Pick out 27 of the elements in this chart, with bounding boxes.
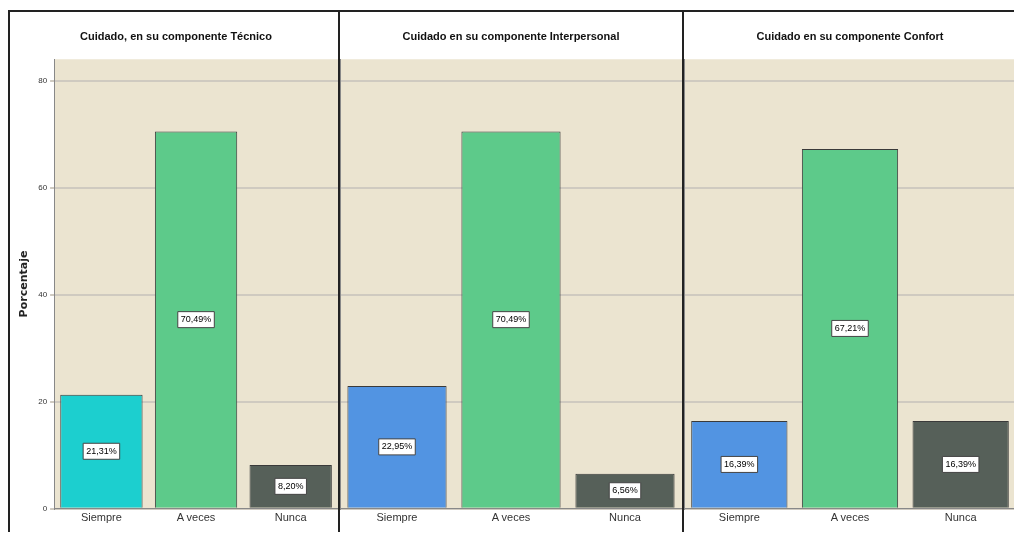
y-tick-label: 80: [38, 75, 48, 85]
chart-title: Cuidado en su componente Confort: [756, 29, 944, 42]
x-tick-label: A veces: [176, 511, 216, 524]
data-label: 8,20%: [277, 480, 304, 491]
x-tick-label: A veces: [491, 511, 531, 524]
chart-title: Cuidado, en su componente Técnico: [80, 29, 273, 42]
y-tick-label: 0: [42, 504, 48, 513]
data-label: 70,49%: [495, 314, 527, 325]
y-axis-title: Porcentaje: [17, 250, 31, 318]
data-label: 21,31%: [86, 445, 117, 456]
data-label: 6,56%: [612, 485, 638, 496]
data-label: 22,95%: [381, 441, 413, 452]
x-tick-label: Nunca: [944, 511, 978, 524]
chart-title: Cuidado en su componente Interpersonal: [402, 29, 620, 42]
x-tick-label: Nunca: [609, 511, 642, 524]
x-tick-label: Siempre: [376, 511, 418, 524]
data-label: 16,39%: [724, 458, 755, 469]
x-tick-label: Siempre: [80, 511, 122, 524]
data-label: 70,49%: [180, 314, 212, 325]
x-tick-label: Nunca: [274, 511, 308, 524]
data-label: 16,39%: [945, 458, 976, 469]
x-tick-label: A veces: [830, 511, 870, 524]
y-tick-label: 60: [38, 182, 48, 192]
y-tick-label: 20: [38, 396, 48, 406]
data-label: 67,21%: [834, 322, 866, 333]
x-tick-label: Siempre: [718, 511, 760, 524]
y-tick-label: 40: [38, 289, 48, 299]
